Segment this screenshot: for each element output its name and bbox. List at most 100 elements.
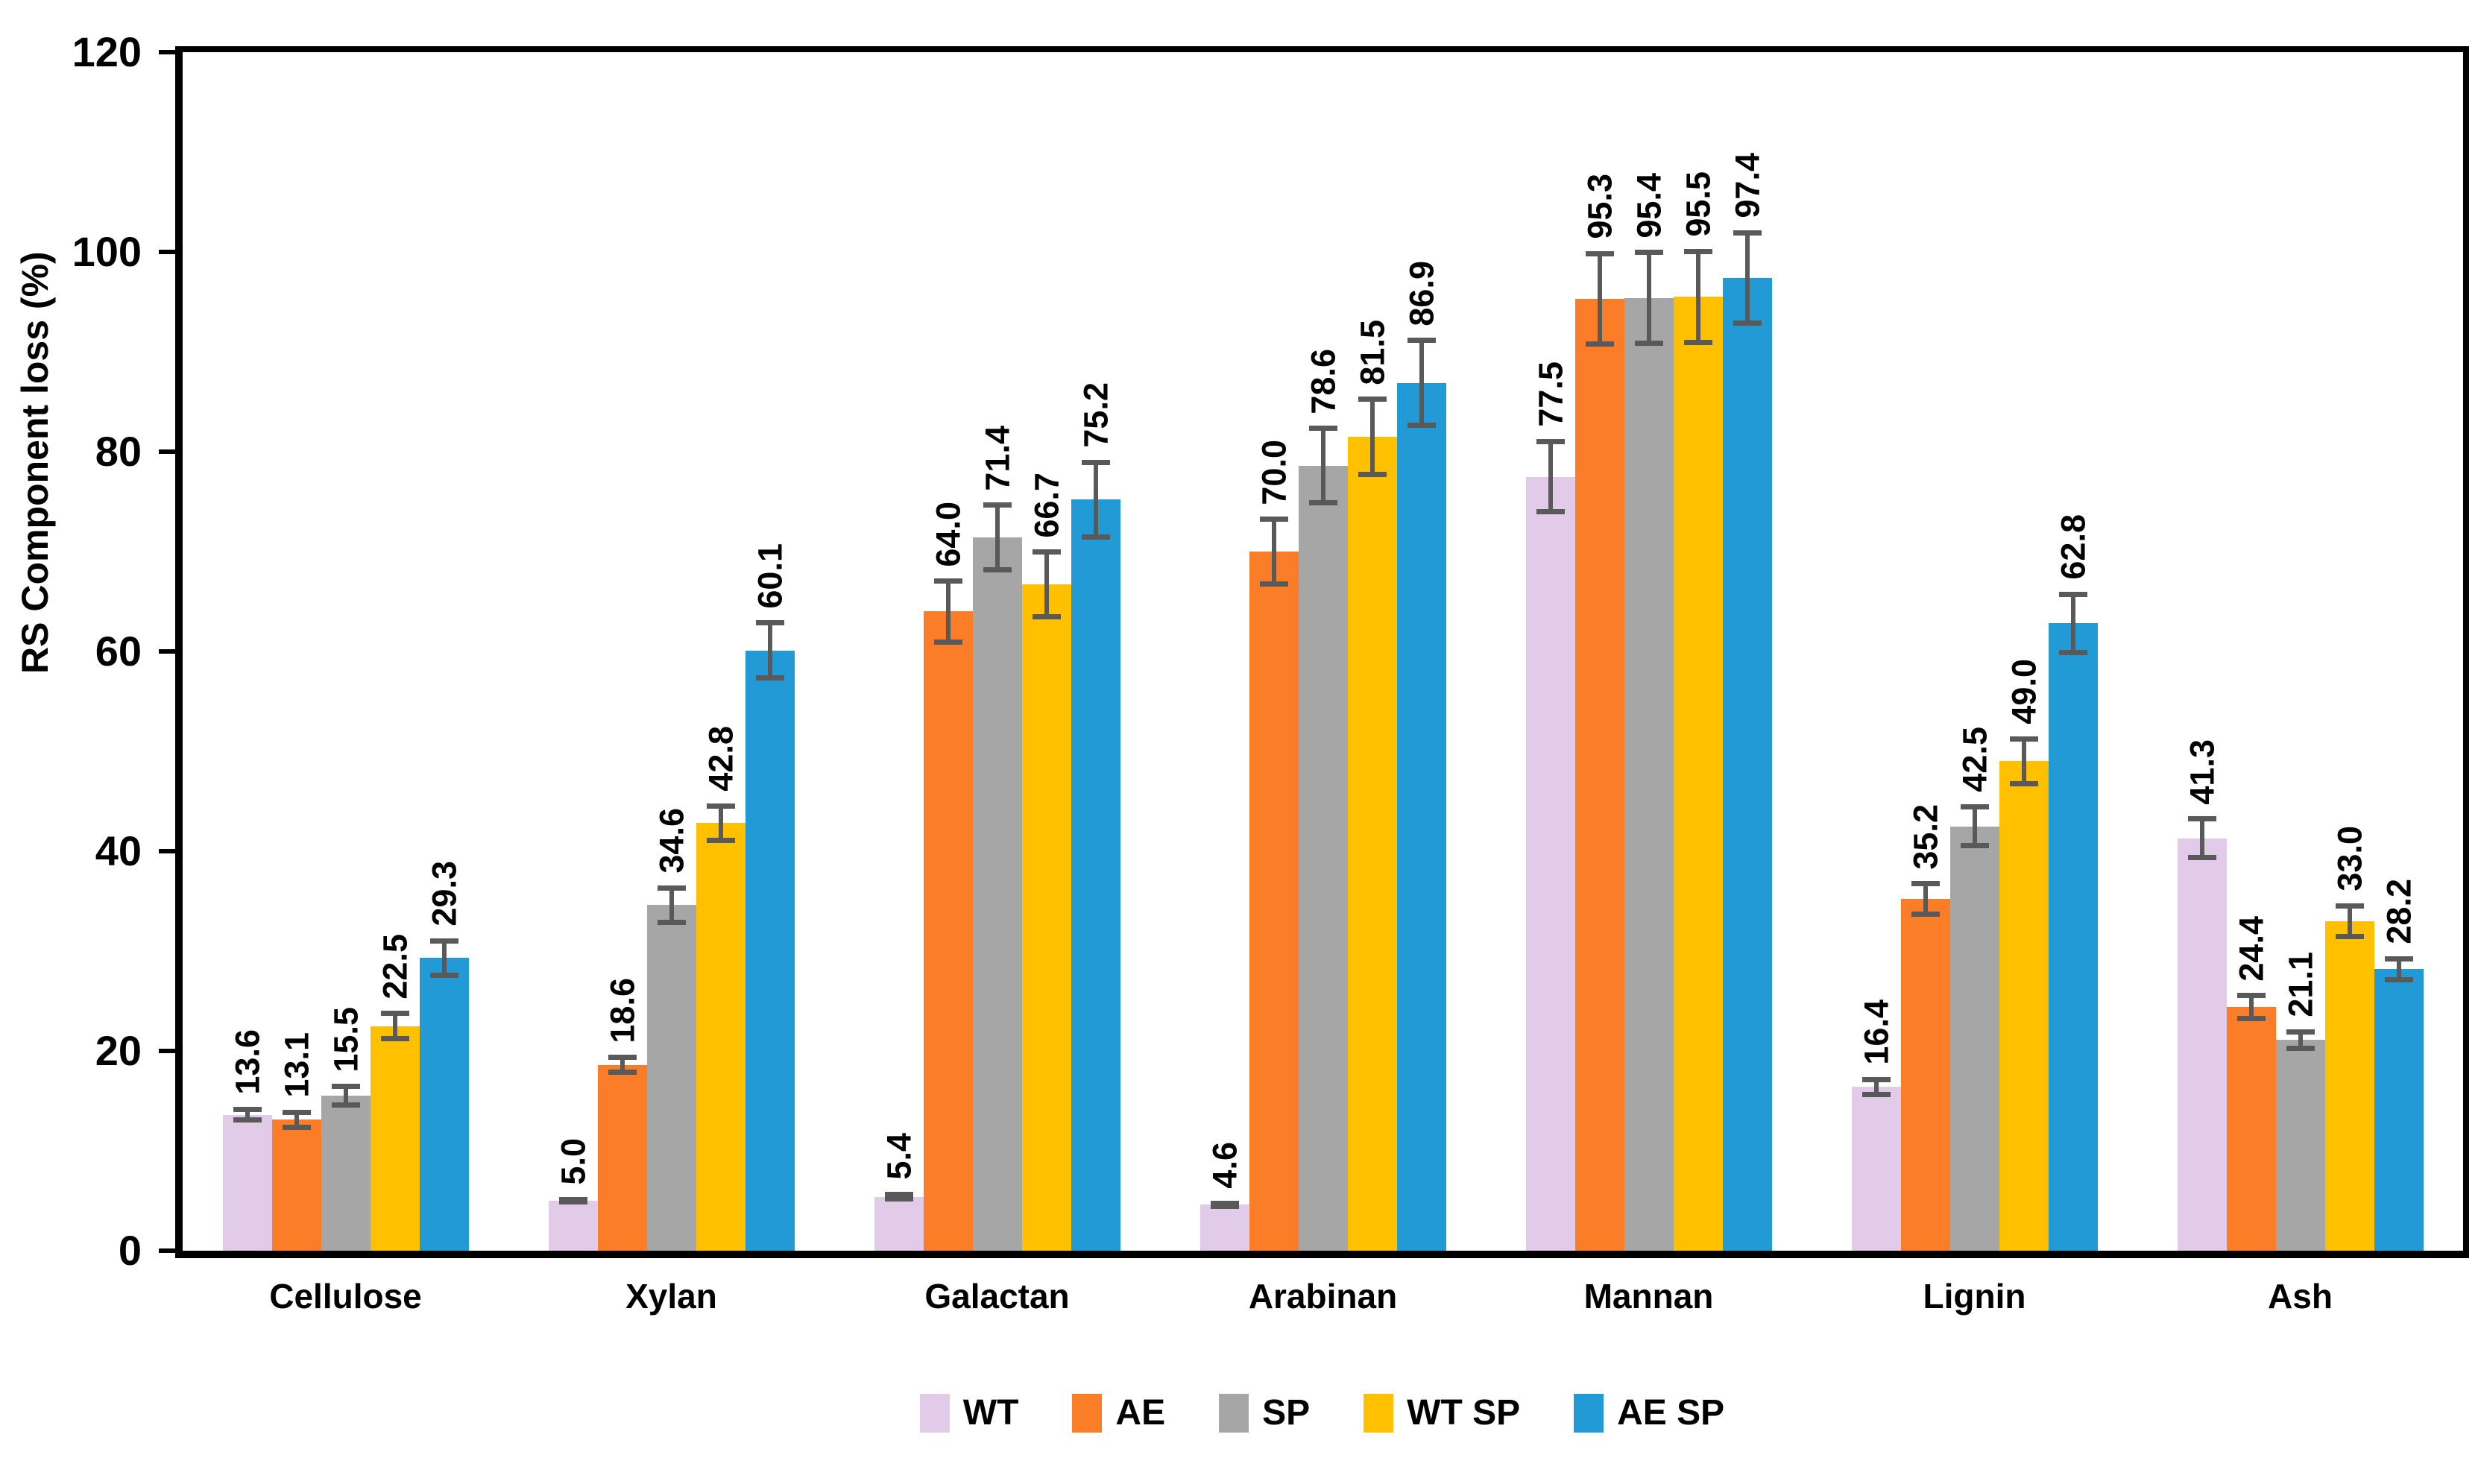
error-bar: [1032, 549, 1061, 620]
error-bar: [1308, 426, 1337, 506]
error-bar-line: [1093, 459, 1098, 540]
error-bar-bottom-cap: [1911, 912, 1940, 918]
bar-groups: 13.6 13.1 15.5 22.5 29.3 5.0 18.6 34.6 42.8 60.1 5…: [183, 52, 2463, 1251]
value-label: 86.9: [1402, 260, 1440, 326]
error-bar-bottom-cap: [2236, 1015, 2266, 1021]
value-label: 42.8: [702, 726, 740, 792]
bar-group-xylan: 5.0 18.6 34.6 42.8 60.1: [508, 52, 834, 1251]
error-bar: [2384, 956, 2413, 982]
value-label: 34.6: [652, 807, 690, 874]
error-bar-line: [392, 1011, 397, 1041]
error-bar-bottom-cap: [608, 1070, 637, 1076]
error-bar-line: [245, 1107, 250, 1123]
bar-sp-xylan: 34.6: [646, 808, 696, 1251]
error-bar-bottom-cap: [558, 1199, 587, 1205]
error-bar-bottom-cap: [2286, 1046, 2315, 1051]
value-label: 42.5: [1955, 727, 1993, 793]
value-label: 95.3: [1580, 174, 1618, 239]
bar-ae-sp-galactan: 75.2: [1071, 382, 1120, 1251]
y-tick-label: 20: [95, 1027, 142, 1074]
bar-ae-sp-ash: 28.2: [2374, 879, 2424, 1251]
error-bar-top-cap: [1259, 517, 1288, 522]
error-bar-bottom-cap: [1259, 581, 1288, 587]
legend: WT AE SP WT SP AE SP: [175, 1392, 2469, 1433]
error-bar-line: [2070, 591, 2075, 656]
legend-label: WT: [962, 1393, 1019, 1433]
error-bar: [1081, 459, 1110, 540]
error-bar-top-cap: [1358, 397, 1387, 402]
plot-area: 13.6 13.1 15.5 22.5 29.3 5.0 18.6 34.6 42.8 60.1 5…: [159, 46, 2469, 1258]
bar-sp-lignin: 42.5: [1949, 727, 1999, 1251]
error-bar-line: [620, 1055, 625, 1076]
error-bar-line: [1873, 1076, 1879, 1097]
error-bar-bottom-cap: [282, 1124, 311, 1130]
error-bar: [1733, 230, 1762, 326]
error-bar-line: [2021, 736, 2026, 786]
bar-group-mannan: 77.5 95.3 95.4 95.5 97.4: [1486, 52, 1812, 1251]
error-bar-line: [994, 502, 1000, 573]
error-bar: [1683, 249, 1712, 345]
y-tick-label: 60: [95, 628, 142, 675]
bar-ae-sp-arabinan: 86.9: [1396, 261, 1446, 1251]
error-bar-bottom-cap: [2384, 976, 2413, 982]
value-label: 4.6: [1205, 1142, 1243, 1190]
bar-ae-sp-cellulose: 29.3: [419, 861, 469, 1251]
error-bar-top-cap: [608, 1055, 637, 1061]
error-bar-bottom-cap: [1308, 500, 1337, 506]
bar-wt-ash: 41.3: [2177, 739, 2227, 1251]
error-bar-top-cap: [1308, 426, 1337, 432]
error-bar-bottom-cap: [233, 1117, 262, 1123]
bar-ae-lignin: 35.2: [1900, 804, 1950, 1251]
error-bar-top-cap: [2335, 903, 2364, 909]
x-category-label-arabinan: Arabinan: [1248, 1277, 1398, 1316]
bar-sp-ash: 21.1: [2275, 952, 2325, 1251]
error-bar: [884, 1191, 913, 1202]
error-bar: [233, 1107, 262, 1123]
value-label: 13.6: [228, 1029, 266, 1096]
bar-wt-cellulose: 13.6: [222, 1029, 272, 1251]
error-bar: [2335, 903, 2364, 939]
error-bar-line: [294, 1110, 299, 1130]
legend-swatch: [1219, 1393, 1249, 1433]
error-bar-line: [441, 938, 447, 979]
x-category-label-xylan: Xylan: [625, 1277, 717, 1316]
bar-group-ash: 41.3 24.4 21.1 33.0 28.2: [2137, 52, 2463, 1251]
error-bar-bottom-cap: [1683, 339, 1712, 345]
legend-label: SP: [1262, 1393, 1311, 1433]
error-bar: [331, 1084, 360, 1108]
error-bar-line: [1597, 250, 1602, 347]
error-bar: [282, 1110, 311, 1130]
bar-ae-sp-lignin: 62.8: [2048, 514, 2098, 1251]
error-bar-bottom-cap: [1407, 422, 1436, 428]
error-bar-top-cap: [2286, 1029, 2315, 1035]
error-bar-bottom-cap: [1210, 1203, 1239, 1209]
value-label: 71.4: [978, 425, 1016, 491]
error-bar-bottom-cap: [657, 920, 686, 926]
value-label: 81.5: [1353, 319, 1391, 385]
bar-ae-sp-xylan: 60.1: [745, 543, 795, 1251]
error-bar: [380, 1011, 409, 1041]
error-bar-top-cap: [933, 578, 962, 584]
error-bar: [1407, 338, 1436, 428]
error-bar-bottom-cap: [706, 838, 735, 844]
bar-sp-mannan: 95.4: [1624, 173, 1674, 1251]
legend-swatch: [919, 1393, 950, 1433]
error-bar: [2058, 591, 2087, 656]
error-bar-bottom-cap: [1733, 321, 1762, 326]
bar-sp-cellulose: 15.5: [321, 1007, 371, 1251]
bar-wt-sp-xylan: 42.8: [696, 726, 745, 1251]
value-label: 62.8: [2054, 514, 2092, 580]
value-label: 13.1: [277, 1032, 315, 1099]
x-category-label-lignin: Lignin: [1923, 1277, 2026, 1316]
value-label: 78.6: [1304, 348, 1342, 414]
error-bar-line: [718, 803, 723, 844]
y-tick-mark: [159, 649, 175, 654]
error-bar-top-cap: [331, 1084, 360, 1090]
error-bar-top-cap: [706, 803, 735, 809]
error-bar-top-cap: [2187, 816, 2216, 822]
y-tick-label: 80: [95, 428, 142, 475]
error-bar-bottom-cap: [2335, 933, 2364, 939]
error-bar-line: [2298, 1029, 2303, 1051]
error-bar-bottom-cap: [1960, 842, 1989, 848]
error-bar-line: [1369, 397, 1375, 477]
